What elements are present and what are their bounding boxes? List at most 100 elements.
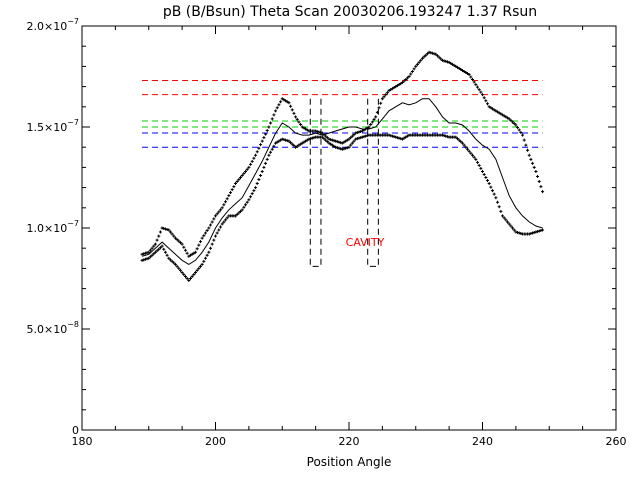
data-point bbox=[319, 131, 323, 135]
data-point bbox=[175, 238, 179, 242]
data-point bbox=[182, 272, 186, 276]
data-point bbox=[325, 136, 329, 140]
data-point bbox=[501, 214, 505, 218]
data-point bbox=[504, 115, 508, 119]
data-point bbox=[207, 250, 211, 254]
data-point bbox=[312, 136, 316, 140]
data-point bbox=[222, 203, 226, 207]
data-point bbox=[300, 125, 304, 129]
data-point bbox=[284, 99, 288, 103]
data-point bbox=[509, 224, 513, 228]
data-point bbox=[219, 225, 223, 229]
data-point bbox=[517, 128, 521, 132]
data-point bbox=[269, 121, 273, 125]
data-point bbox=[148, 255, 152, 259]
data-point bbox=[394, 85, 398, 89]
data-point bbox=[491, 189, 495, 193]
data-point bbox=[392, 86, 396, 90]
data-point bbox=[362, 128, 366, 132]
data-point bbox=[235, 212, 239, 216]
data-point bbox=[492, 108, 496, 112]
data-point bbox=[264, 132, 268, 136]
data-point bbox=[190, 252, 194, 256]
data-point bbox=[173, 236, 177, 240]
data-point bbox=[492, 192, 496, 196]
data-point bbox=[155, 238, 159, 242]
data-point bbox=[384, 93, 388, 97]
data-point bbox=[322, 137, 326, 141]
data-point bbox=[329, 142, 333, 146]
data-point bbox=[153, 242, 157, 246]
data-point bbox=[244, 169, 248, 173]
data-point bbox=[202, 259, 206, 263]
data-point bbox=[178, 241, 182, 245]
data-point bbox=[330, 138, 334, 142]
data-point bbox=[350, 141, 354, 145]
data-point bbox=[414, 64, 418, 68]
data-point bbox=[467, 72, 471, 76]
data-point bbox=[299, 122, 303, 126]
data-point bbox=[357, 130, 361, 134]
data-point bbox=[359, 136, 363, 140]
data-point bbox=[430, 51, 434, 55]
data-point bbox=[220, 222, 224, 226]
data-point bbox=[514, 123, 518, 127]
data-point bbox=[162, 247, 166, 251]
data-point bbox=[390, 87, 394, 91]
data-points bbox=[140, 50, 545, 283]
data-point bbox=[454, 64, 458, 68]
data-point bbox=[375, 110, 379, 114]
data-point bbox=[354, 131, 358, 135]
data-point bbox=[484, 99, 488, 103]
data-point bbox=[521, 133, 525, 137]
data-point bbox=[225, 216, 229, 220]
data-point bbox=[349, 143, 353, 147]
data-point bbox=[512, 121, 516, 125]
data-point bbox=[335, 146, 339, 150]
data-point bbox=[172, 261, 176, 265]
data-point bbox=[367, 125, 371, 129]
data-point bbox=[509, 118, 513, 122]
data-point bbox=[272, 144, 276, 148]
data-point bbox=[292, 111, 296, 115]
data-point bbox=[259, 143, 263, 147]
data-point bbox=[512, 228, 516, 232]
data-point bbox=[285, 139, 289, 143]
data-point bbox=[203, 256, 207, 260]
y-tick-label: 5.0×10−8 bbox=[26, 320, 79, 336]
data-point bbox=[511, 120, 515, 124]
data-point bbox=[474, 83, 478, 87]
data-point bbox=[357, 136, 361, 140]
data-point bbox=[190, 274, 194, 278]
data-point bbox=[212, 217, 216, 221]
data-point bbox=[519, 232, 523, 236]
data-point bbox=[285, 100, 289, 104]
data-point bbox=[264, 161, 268, 165]
data-point bbox=[387, 89, 391, 93]
data-point bbox=[267, 153, 271, 157]
data-point bbox=[335, 140, 339, 144]
data-point bbox=[496, 110, 500, 114]
data-point bbox=[372, 117, 376, 121]
data-point bbox=[295, 144, 299, 148]
data-point bbox=[529, 232, 533, 236]
data-point bbox=[462, 69, 466, 73]
data-point bbox=[152, 252, 156, 256]
y-axis: 0 5.0×10−8 1.0×10−7 1.5×10−7 2.0×10−7 bbox=[26, 17, 616, 437]
data-point bbox=[457, 66, 461, 70]
data-point bbox=[294, 145, 298, 149]
data-point bbox=[489, 185, 493, 189]
data-point bbox=[350, 134, 354, 138]
data-point bbox=[465, 71, 469, 75]
data-point bbox=[197, 266, 201, 270]
data-point bbox=[297, 120, 301, 124]
x-axis: 180 200 220 240 260 bbox=[72, 26, 627, 448]
x-tick-label: 240 bbox=[472, 435, 493, 448]
data-point bbox=[157, 234, 161, 238]
data-point bbox=[537, 229, 541, 233]
data-point bbox=[215, 212, 219, 216]
data-point bbox=[192, 272, 196, 276]
data-point bbox=[507, 117, 511, 121]
data-point bbox=[397, 83, 401, 87]
